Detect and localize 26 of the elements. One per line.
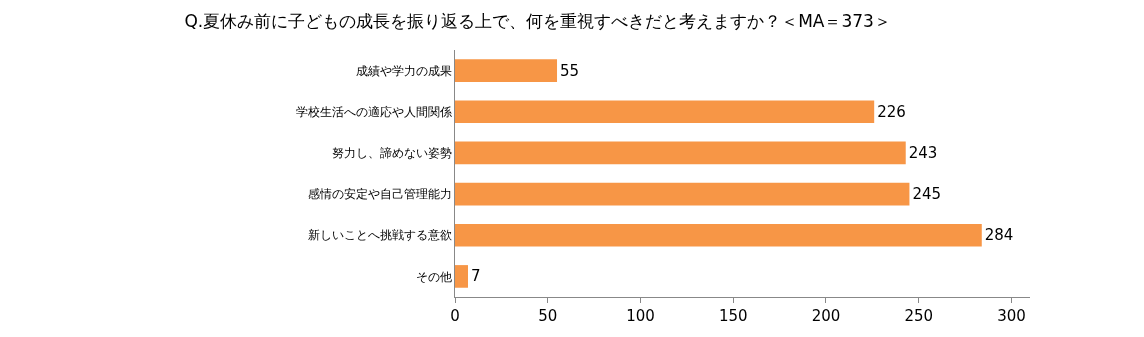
bar bbox=[455, 223, 982, 247]
data-label: 245 bbox=[912, 185, 942, 204]
data-label: 284 bbox=[984, 226, 1014, 245]
data-label: 7 bbox=[470, 267, 481, 286]
x-tick-label: 250 bbox=[904, 307, 934, 325]
data-label: 226 bbox=[877, 102, 906, 121]
data-label: 55 bbox=[560, 61, 580, 80]
bar bbox=[455, 100, 875, 124]
y-tick-label: その他 bbox=[415, 269, 452, 284]
x-tick-label: 0 bbox=[450, 307, 460, 325]
y-tick-label: 成績や学力の成果 bbox=[355, 63, 452, 78]
x-tick-label: 50 bbox=[538, 307, 558, 325]
bar bbox=[455, 59, 558, 82]
bar bbox=[455, 182, 910, 206]
y-tick-label: 新しいことへ挑戦する意欲 bbox=[307, 228, 452, 243]
y-tick-label: 努力し、諦めない姿勢 bbox=[331, 146, 452, 161]
data-label: 243 bbox=[908, 143, 938, 162]
x-tick-label: 100 bbox=[626, 307, 655, 325]
bar bbox=[455, 141, 906, 165]
y-tick-label: 感情の安定や自己管理能力 bbox=[307, 187, 452, 202]
x-tick-label: 200 bbox=[811, 307, 841, 325]
y-tick-label: 学校生活への適応や人間関係 bbox=[295, 104, 452, 119]
x-tick-label: 150 bbox=[718, 307, 748, 325]
chart-title: Q.夏休み前に子どもの成長を振り返る上で、何を重視すべきだと考えますか？＜MA＝373＞ bbox=[184, 11, 891, 32]
bar bbox=[455, 265, 468, 288]
x-tick-label: 300 bbox=[997, 307, 1026, 325]
